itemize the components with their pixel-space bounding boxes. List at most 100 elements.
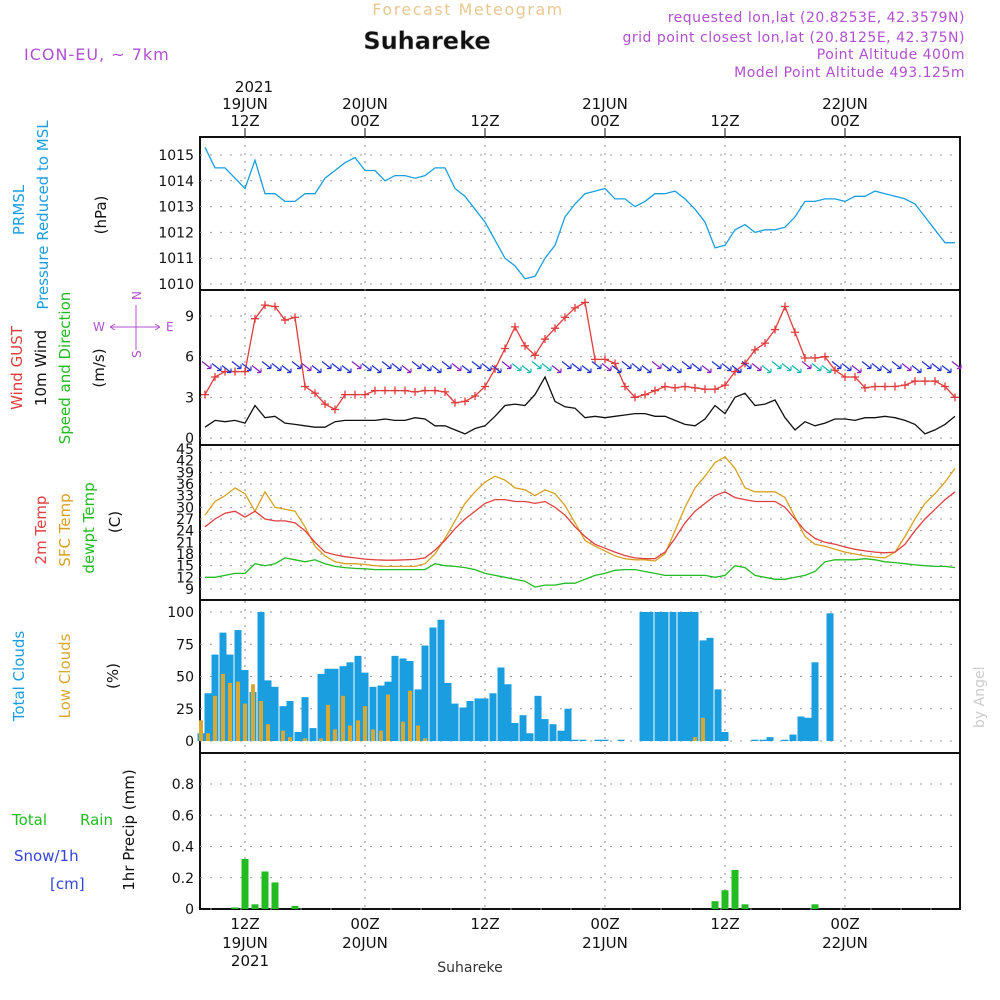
year-top: 2021 (235, 78, 273, 96)
total-cloud-bar (797, 716, 805, 741)
compass-cross (109, 305, 161, 350)
precip-bar (291, 905, 299, 909)
wind-direction-arrow (911, 365, 922, 374)
wind-direction-arrow (571, 363, 582, 372)
wind-direction-arrow (301, 363, 312, 372)
wind-direction-arrow (601, 363, 612, 372)
wind-gust-line (204, 301, 956, 411)
wind-direction-arrow (481, 363, 492, 372)
gust-marker (841, 373, 849, 381)
wind-10m-label: 10m Wind (32, 330, 50, 406)
wind-direction-arrow (381, 361, 392, 370)
y-tick-label-p2: 3 (185, 390, 194, 406)
precip-bar (711, 901, 719, 909)
total-cloud-bar (286, 701, 294, 741)
y-tick-label-p3: 36 (176, 477, 194, 493)
total-cloud-bar (804, 717, 812, 741)
gust-marker (901, 381, 909, 390)
wind-direction-arrow (591, 361, 602, 370)
gust-marker (861, 383, 869, 392)
gust-marker (711, 385, 719, 394)
dewpt-label: dewpt Temp (80, 482, 98, 573)
wind-direction-arrow (691, 363, 702, 372)
total-cloud-bar (346, 662, 354, 741)
total-cloud-bar (751, 739, 759, 741)
low-cloud-bar (266, 724, 270, 741)
gust-marker (301, 382, 309, 391)
compass-s: S (130, 350, 144, 358)
total-cloud-bar (789, 734, 797, 741)
y-tick-label-p1: 1010 (158, 277, 194, 293)
y-tick-label-p5: 0.8 (172, 777, 194, 793)
gust-marker (401, 386, 409, 395)
low-cloud-bar (341, 695, 345, 741)
dewpt-line (205, 557, 956, 588)
compass-n: N (130, 291, 144, 300)
low-cloud-bar (701, 717, 705, 741)
total-cloud-bar (309, 728, 317, 741)
gust-marker (271, 302, 279, 311)
panel-frame-5 (199, 752, 961, 910)
total-cloud-bar (759, 739, 767, 741)
pressure-label-prmsl: PRMSL (10, 184, 28, 235)
wind-direction-arrow (861, 361, 872, 370)
time-tick-top-1: 00Z (350, 112, 379, 130)
wind-direction-arrow (671, 365, 682, 374)
time-tick-top-4: 12Z (710, 112, 739, 130)
gust-marker (571, 303, 579, 312)
total-cloud-bar (474, 698, 482, 741)
y-tick-label-p4: 25 (176, 702, 194, 718)
low-cloud-bar (408, 690, 412, 741)
y-tick-label-p2: 6 (185, 350, 194, 366)
wind-direction-arrow (821, 365, 832, 374)
wind-direction-arrow (841, 363, 852, 372)
low-cloud-bar (333, 729, 337, 741)
bottom-location-label: Suhareke (437, 960, 503, 976)
time-tick-top-5: 00Z (830, 112, 859, 130)
gust-marker (621, 382, 629, 391)
low-cloud-bar (281, 730, 285, 741)
gust-marker (601, 355, 609, 364)
y-tick-label-p3: 21 (176, 535, 194, 551)
pressure-line (204, 147, 955, 280)
low-cloud-bar (693, 737, 697, 741)
gust-marker (241, 367, 249, 376)
total-cloud-bar (781, 739, 789, 741)
y-tick-label-p4: 0 (185, 734, 194, 750)
wind-direction-arrow (731, 365, 742, 374)
y-tick-label-p5: 0.4 (172, 840, 194, 856)
wind-direction-arrow (281, 365, 292, 374)
wind-direction-arrow (221, 365, 232, 374)
total-cloud-bar (497, 667, 505, 741)
wind-direction-arrow (511, 363, 522, 372)
low-cloud-bar (423, 738, 427, 741)
date-tick-top-1: 20JUN (342, 95, 388, 113)
y-tick-label-p3: 15 (176, 559, 194, 575)
y-tick-label-p1: 1012 (158, 225, 194, 241)
total-cloud-bar (564, 708, 572, 741)
total-cloud-bar (534, 695, 542, 741)
low-cloud-bar (401, 721, 405, 741)
total-cloud-bar (481, 698, 489, 741)
wind-direction-arrow (791, 365, 802, 374)
y-tick-label-p3: 27 (176, 512, 194, 528)
wind-direction-arrow (401, 365, 412, 374)
total-cloud-bar (294, 731, 302, 741)
wind-direction-arrow (881, 365, 892, 374)
wind-direction-arrow (651, 361, 662, 370)
model-altitude: Model Point Altitude 493.125m (734, 65, 965, 81)
wind-direction-arrow (741, 361, 752, 370)
low-cloud-bar (228, 682, 232, 741)
wind-direction-arrow (711, 361, 722, 370)
gust-marker (771, 325, 779, 334)
y-tick-label-p5: 0.6 (172, 808, 194, 824)
sfc-temp-label: SFC Temp (56, 493, 74, 566)
y-tick-label-p3: 30 (176, 500, 194, 516)
compass-e: E (166, 320, 174, 334)
wind-direction-arrow (251, 365, 262, 374)
total-cloud-bar (654, 612, 662, 741)
low-cloud-bar (206, 733, 210, 741)
gust-marker (671, 383, 679, 392)
total-cloud-bar (639, 612, 647, 741)
model-label: ICON-EU, ~ 7km (24, 45, 170, 64)
